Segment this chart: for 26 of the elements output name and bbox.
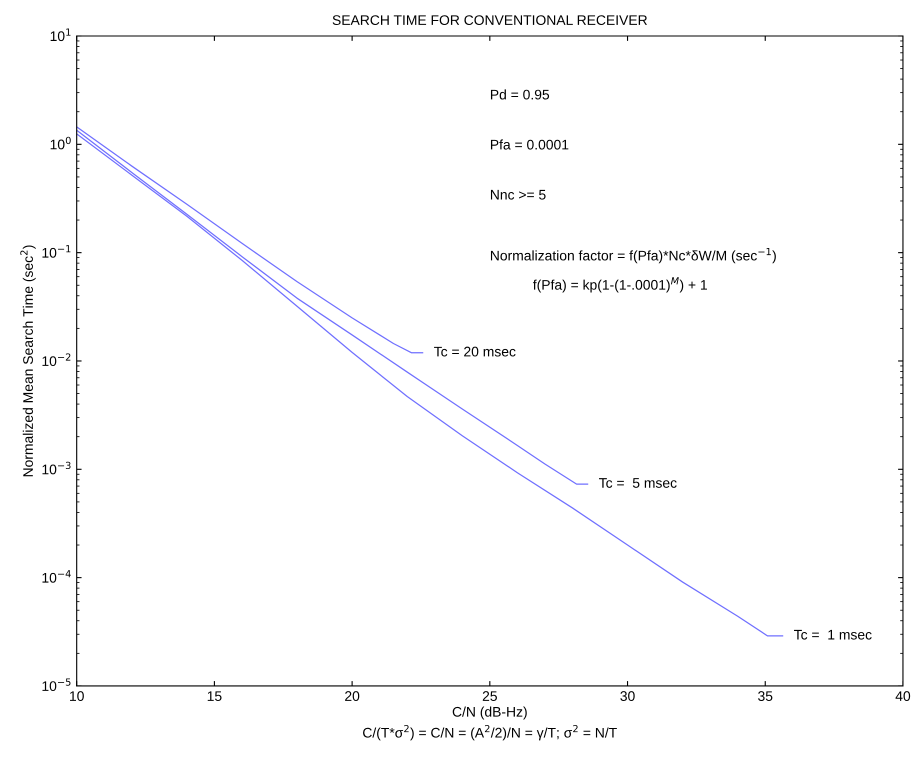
x-tick-label: 20 [345,691,360,702]
annotation: Pd = 0.95 [490,89,550,100]
x-axis-title: C/N (dB-Hz) [452,706,527,720]
x-tick-label: 35 [758,691,772,702]
y-tick-label: 10$^{−5}$ [42,678,70,692]
annotation: Nnc >= 5 [490,190,546,200]
y-tick-label: 10$^{−1}$ [42,245,70,258]
y-tick-label: 10$^{−4}$ [42,570,71,583]
x-tick-label: 10 [70,691,84,702]
y-tick-label: 10$^{−2}$ [42,353,70,366]
annotation: Normalization factor = f(Pfa)*Nc*δW/M (sec$^{−1}$) [490,248,776,264]
annotation: f(Pfa) = kp(1-(1-.0001)$^{M}$) + 1 [532,277,707,293]
x-tick-label: 40 [896,691,910,702]
annotation: Tc = 20 msec [434,346,516,357]
annotation: Tc = 1 msec [794,630,872,640]
y-axis-title: Normalized Mean Search Time (sec$^{2}$) [20,245,36,476]
x-tick-label: 15 [208,691,222,702]
x-tick-label: 30 [620,691,635,702]
y-tick-label: 10$^{−3}$ [42,462,71,474]
y-tick-label: 10$^{0}$ [50,136,71,150]
chart-title: SEARCH TIME FOR CONVENTIONAL RECEIVER [332,15,647,26]
y-tick-label: 10$^{1}$ [50,28,70,42]
annotation: Pfa = 0.0001 [490,139,568,150]
annotation: Tc = 5 msec [599,478,677,488]
x-tick-label: 25 [482,691,497,702]
text: C/(T*σ$^{2}$) = C/N = (A$^{2}$/2)/N = γ/T; σ$^{2}$ = N/T [363,724,617,740]
